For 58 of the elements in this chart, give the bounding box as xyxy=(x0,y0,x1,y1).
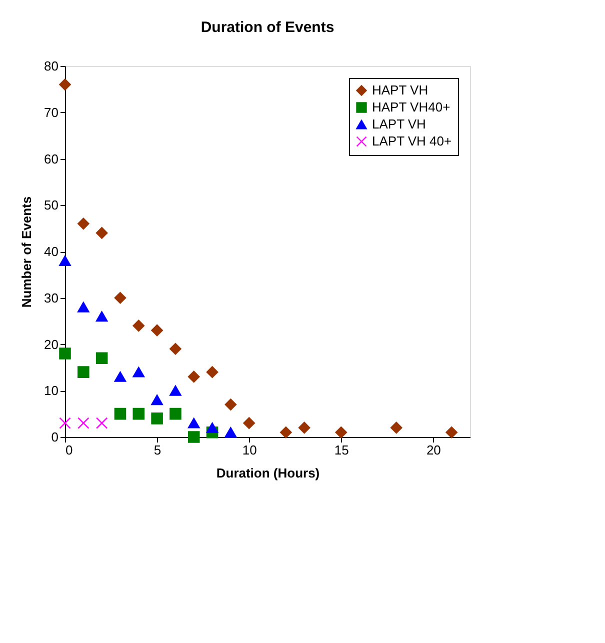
point xyxy=(59,417,71,429)
point xyxy=(132,366,145,378)
point xyxy=(78,366,90,378)
x-tick-label: 10 xyxy=(242,442,257,458)
point xyxy=(96,417,108,429)
point xyxy=(114,292,126,304)
point xyxy=(335,426,348,438)
y-tick-label: 70 xyxy=(44,104,58,120)
legend-label: HAPT VH xyxy=(372,82,428,98)
point xyxy=(78,302,90,312)
point xyxy=(446,426,458,438)
point xyxy=(243,417,255,429)
point xyxy=(206,422,218,433)
x-tick-label: 0 xyxy=(66,442,73,458)
y-tick-label: 30 xyxy=(44,290,58,306)
y-tick-label: 20 xyxy=(44,336,58,352)
y-tick-label: 0 xyxy=(51,430,58,444)
point xyxy=(170,385,182,396)
y-tick-label: 60 xyxy=(44,151,58,166)
x-tick-label: 20 xyxy=(426,442,441,458)
point xyxy=(114,408,126,420)
point xyxy=(132,408,145,420)
y-tick-label: 50 xyxy=(44,198,58,213)
point xyxy=(224,398,237,410)
point xyxy=(114,372,126,382)
point xyxy=(224,427,237,438)
point xyxy=(78,417,90,429)
point xyxy=(298,422,310,434)
point xyxy=(59,348,71,360)
point xyxy=(59,78,71,90)
point xyxy=(188,418,200,428)
point xyxy=(206,366,218,378)
x-tick-label: 5 xyxy=(154,442,162,458)
point xyxy=(188,370,200,383)
legend-label: LAPT VH xyxy=(372,116,426,132)
y-tick-label: 80 xyxy=(44,58,58,74)
legend-label: HAPT VH40+ xyxy=(372,100,450,114)
point xyxy=(78,218,90,230)
chart-title: Duration of Events xyxy=(200,19,334,36)
y-tick-label: 10 xyxy=(44,383,58,398)
point xyxy=(151,394,163,406)
point xyxy=(59,256,71,266)
point xyxy=(132,320,145,332)
y-axis-title: Number of Events xyxy=(19,196,34,308)
y-tick-label: 40 xyxy=(44,244,58,259)
point xyxy=(170,408,182,420)
point xyxy=(390,422,402,434)
point xyxy=(96,311,108,322)
legend-label: LAPT VH 40+ xyxy=(372,134,452,148)
point xyxy=(280,426,292,438)
x-tick-label: 15 xyxy=(334,442,349,458)
point xyxy=(151,412,163,424)
point xyxy=(96,352,108,364)
point xyxy=(188,431,200,443)
point xyxy=(170,342,182,355)
x-axis-title: Duration (Hours) xyxy=(216,466,320,480)
point xyxy=(151,324,163,336)
point xyxy=(96,227,108,239)
